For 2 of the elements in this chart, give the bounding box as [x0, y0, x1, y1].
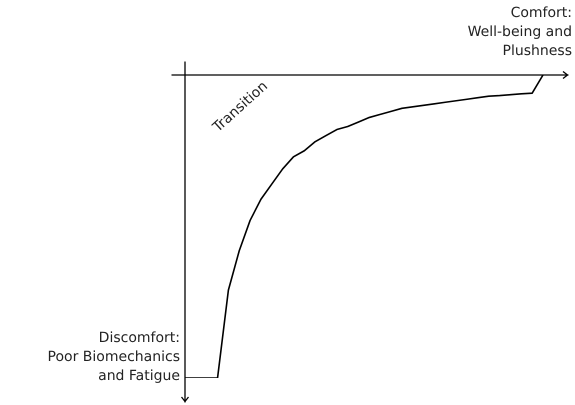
text: Comfort: Well-being and Plushness	[468, 4, 572, 61]
annotation: Discomfort: Poor Biomechanics and Fatigue	[48, 329, 180, 386]
